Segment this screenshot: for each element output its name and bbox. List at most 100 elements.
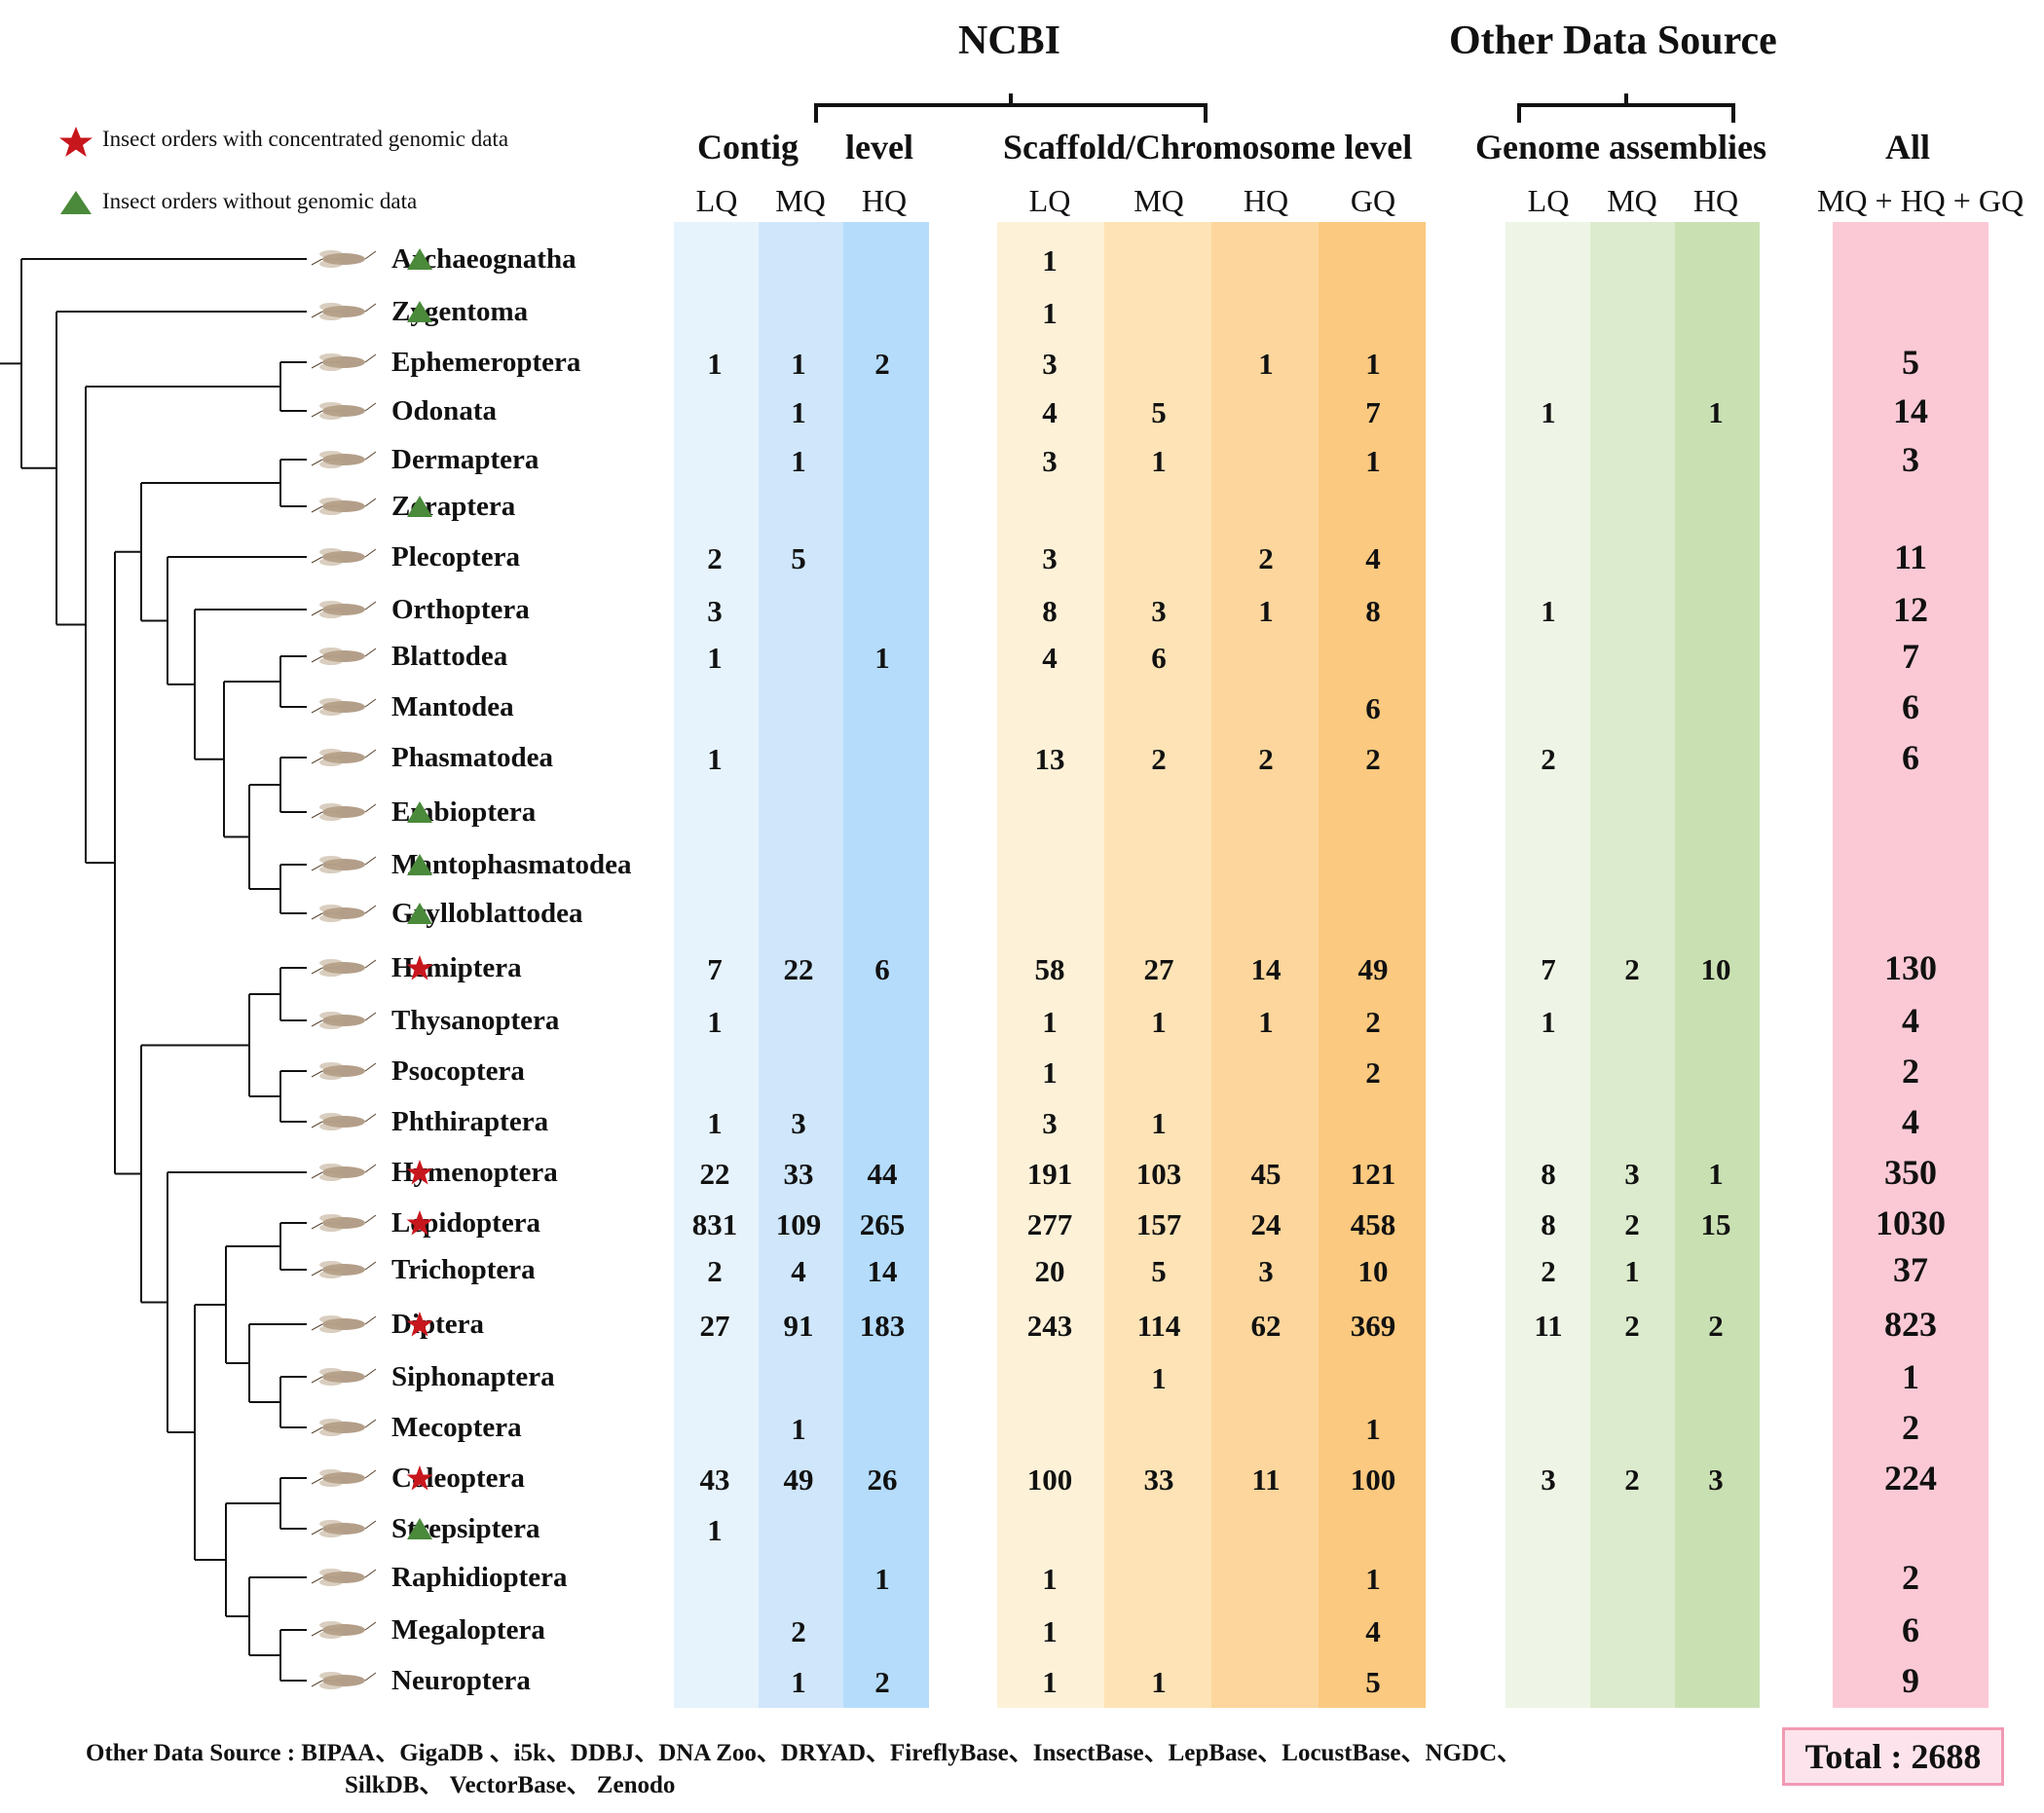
order-row: Mantodea 6 6 xyxy=(0,682,2044,730)
band-scaffold-gq xyxy=(1319,222,1426,1708)
order-row: Orthoptera 3 8 3 1 8 1 12 xyxy=(0,584,2044,633)
value-s-hq: 1 xyxy=(1258,1005,1274,1039)
insect-illustration xyxy=(310,1256,378,1283)
value-s-gq: 1 xyxy=(1365,347,1381,381)
value-all: 11 xyxy=(1893,537,1927,576)
value-s-mq: 27 xyxy=(1143,952,1174,986)
value-s-gq: 458 xyxy=(1350,1207,1396,1241)
insect-illustration xyxy=(310,1159,378,1186)
order-name: Strepsiptera xyxy=(391,1515,540,1543)
value-o-lq: 2 xyxy=(1541,742,1556,776)
insect-illustration xyxy=(310,1616,378,1644)
order-row: Coleoptera 43 49 26 100 33 11 100 3 2 3 224 xyxy=(0,1453,2044,1501)
order-row: Zygentoma 1 xyxy=(0,286,2044,335)
star-icon xyxy=(406,955,433,980)
subheader-contig-lq: LQ xyxy=(695,183,738,218)
triangle-icon xyxy=(407,854,432,875)
order-name: Phasmatodea xyxy=(391,744,553,772)
value-s-lq: 4 xyxy=(1042,641,1058,675)
band-contig-mq xyxy=(759,222,843,1708)
value-s-hq: 3 xyxy=(1258,1254,1274,1288)
order-row: Psocoptera 1 2 2 xyxy=(0,1046,2044,1094)
order-label: Mantodea xyxy=(391,691,514,722)
value-s-mq: 1 xyxy=(1151,1361,1167,1395)
value-o-hq: 1 xyxy=(1708,395,1724,429)
value-c-mq: 5 xyxy=(791,541,806,575)
order-name: Mecoptera xyxy=(391,1414,522,1442)
order-name: Psocoptera xyxy=(391,1057,525,1086)
order-name: Embioptera xyxy=(391,798,536,827)
insect-illustration xyxy=(310,1414,378,1441)
order-row: Hemiptera 7 22 6 58 27 14 49 7 2 10 130 xyxy=(0,943,2044,991)
insect-illustration xyxy=(310,798,378,826)
insect-illustration xyxy=(310,851,378,878)
insect-illustration xyxy=(310,900,378,927)
order-row: Raphidioptera 1 1 1 2 xyxy=(0,1552,2044,1601)
star-icon xyxy=(406,1312,433,1337)
value-c-mq: 3 xyxy=(791,1106,806,1140)
value-c-lq: 1 xyxy=(707,1106,723,1140)
insect-illustration xyxy=(310,1564,378,1591)
value-c-hq: 44 xyxy=(867,1157,898,1191)
value-o-lq: 2 xyxy=(1541,1254,1556,1288)
value-c-mq: 22 xyxy=(783,952,814,986)
other-source-bracket xyxy=(1517,93,1735,123)
order-name: Diptera xyxy=(391,1311,484,1339)
ncbi-bracket xyxy=(814,93,1208,123)
order-row: Grylloblattodea xyxy=(0,888,2044,937)
order-label: Diptera xyxy=(391,1309,485,1340)
value-s-gq: 2 xyxy=(1365,1005,1381,1039)
value-s-lq: 1 xyxy=(1042,1562,1058,1596)
value-s-gq: 5 xyxy=(1365,1665,1381,1699)
value-o-lq: 7 xyxy=(1541,952,1556,986)
value-c-hq: 2 xyxy=(874,1665,890,1699)
value-o-hq: 1 xyxy=(1708,1157,1724,1191)
value-s-lq: 277 xyxy=(1026,1207,1073,1241)
value-all: 12 xyxy=(1893,590,1928,629)
order-name: Zygentoma xyxy=(391,298,528,326)
order-row: Megaloptera 2 1 4 6 xyxy=(0,1605,2044,1653)
value-all: 4 xyxy=(1902,1001,1919,1040)
order-name: Archaeognatha xyxy=(391,245,576,274)
value-c-hq: 1 xyxy=(874,1562,890,1596)
order-name: Grylloblattodea xyxy=(391,900,583,928)
value-s-gq: 4 xyxy=(1365,1614,1381,1648)
value-c-mq: 49 xyxy=(783,1462,814,1497)
value-all: 9 xyxy=(1902,1661,1919,1700)
footer-line-2: SilkDB、 VectorBase、 Zenodo xyxy=(345,1772,676,1798)
value-s-lq: 58 xyxy=(1034,952,1065,986)
value-o-lq: 3 xyxy=(1541,1462,1556,1497)
legend-without-label: Insect orders without genomic data xyxy=(102,189,418,213)
order-name: Hymenoptera xyxy=(391,1159,558,1187)
value-c-lq: 22 xyxy=(699,1157,730,1191)
order-label: Blattodea xyxy=(391,641,508,672)
value-s-mq: 157 xyxy=(1135,1207,1182,1241)
value-c-lq: 7 xyxy=(707,952,723,986)
value-o-hq: 10 xyxy=(1700,952,1731,986)
value-s-mq: 6 xyxy=(1151,641,1167,675)
value-c-mq: 1 xyxy=(791,1665,806,1699)
value-o-lq: 11 xyxy=(1534,1309,1563,1343)
insect-illustration xyxy=(310,543,378,571)
order-row: Phasmatodea 1 13 2 2 2 2 6 xyxy=(0,732,2044,781)
header-other-data-source: Other Data Source xyxy=(1449,18,1777,63)
order-row: Ephemeroptera 1 1 2 3 1 1 5 xyxy=(0,337,2044,386)
order-label: Siphonaptera xyxy=(391,1361,555,1392)
order-label: Odonata xyxy=(391,395,497,426)
value-s-lq: 3 xyxy=(1042,541,1058,575)
value-s-lq: 1 xyxy=(1042,243,1058,278)
value-all: 37 xyxy=(1893,1250,1928,1289)
value-c-mq: 1 xyxy=(791,1412,806,1446)
band-other-hq xyxy=(1675,222,1760,1708)
value-o-hq: 3 xyxy=(1708,1462,1724,1497)
value-c-hq: 2 xyxy=(874,347,890,381)
value-all: 130 xyxy=(1884,948,1937,987)
insect-illustration xyxy=(310,1363,378,1390)
value-s-lq: 100 xyxy=(1026,1462,1073,1497)
value-s-lq: 3 xyxy=(1042,1106,1058,1140)
value-c-hq: 265 xyxy=(859,1207,906,1241)
order-name: Mantophasmatodea xyxy=(391,851,632,879)
value-s-mq: 3 xyxy=(1151,594,1167,628)
